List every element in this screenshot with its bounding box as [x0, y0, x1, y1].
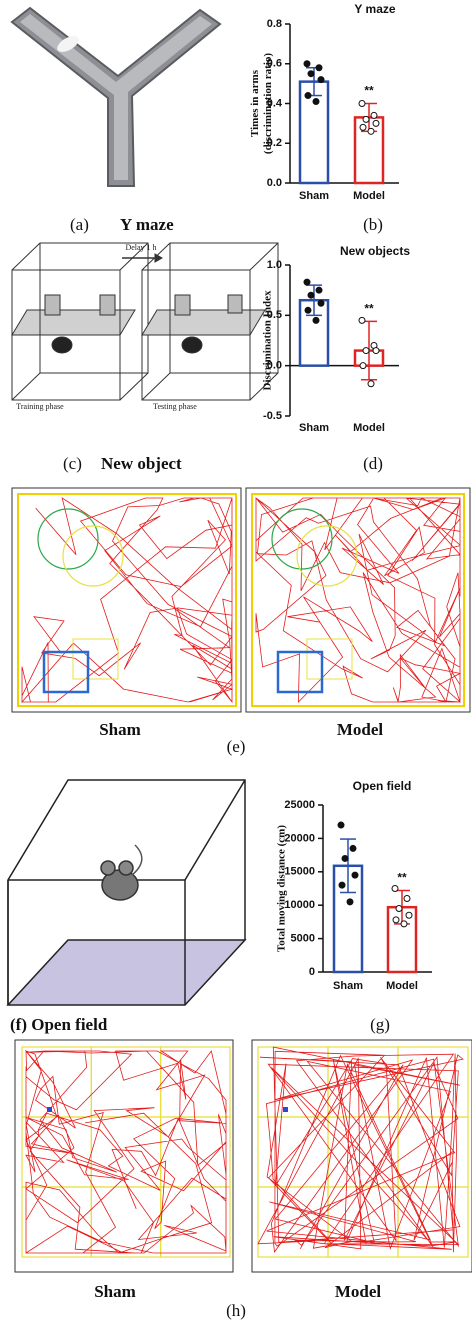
- significance: **: [364, 302, 374, 316]
- y-tick-label: 0: [309, 966, 315, 978]
- y-axis-label: Discrimination Index: [262, 290, 274, 390]
- x-tick-label: Sham: [333, 980, 363, 992]
- group-label: Sham: [99, 720, 141, 739]
- panel-label: (g): [370, 1015, 390, 1034]
- data-point: [363, 348, 369, 354]
- chart-title: New objects: [340, 244, 410, 258]
- data-point: [308, 292, 314, 298]
- data-point: [339, 882, 345, 888]
- data-point: [318, 77, 324, 83]
- y-tick-label: 0.0: [267, 360, 282, 372]
- data-point: [308, 71, 314, 77]
- x-tick-label: Sham: [299, 422, 329, 434]
- data-point: [373, 120, 379, 126]
- data-point: [363, 116, 369, 122]
- data-point: [338, 822, 344, 828]
- panel-title: Y maze: [120, 215, 174, 234]
- new-object-diagram: [12, 243, 278, 400]
- marker: [283, 1107, 288, 1112]
- data-point: [342, 855, 348, 861]
- open-field-diagram: [8, 780, 245, 1005]
- track-frame: [12, 488, 241, 712]
- track-frame: [15, 1040, 233, 1272]
- data-point: [368, 381, 374, 387]
- panel-label: (f) Open field: [10, 1015, 108, 1034]
- panel-label: (b): [363, 215, 383, 234]
- group-label: Model: [337, 720, 384, 739]
- data-point: [313, 317, 319, 323]
- panel-label: (h): [226, 1301, 246, 1320]
- data-point: [368, 128, 374, 134]
- group-label: Sham: [94, 1282, 136, 1301]
- y-tick-label: 0.8: [267, 18, 282, 30]
- data-point: [350, 845, 356, 851]
- phase-label: Training phase: [16, 402, 64, 411]
- y-tick-label: 10000: [284, 899, 315, 911]
- data-point: [316, 65, 322, 71]
- panel-label: (a): [70, 215, 89, 234]
- chart-title: Y maze: [354, 2, 395, 16]
- data-point: [304, 279, 310, 285]
- chart-title: Open field: [353, 779, 412, 793]
- y-tick-label: 1.0: [267, 259, 282, 271]
- x-tick-label: Sham: [299, 190, 329, 202]
- panel-label: (c): [63, 454, 82, 473]
- phase-label: Testing phase: [153, 402, 197, 411]
- y-maze-photo: [12, 8, 220, 186]
- panel-label: (d): [363, 454, 383, 473]
- delay-label: Delay 1 h: [125, 243, 156, 252]
- y-tick-label: 0.5: [267, 309, 282, 321]
- data-point: [305, 93, 311, 99]
- y-tick-label: 0.6: [267, 58, 282, 70]
- x-tick-label: Model: [353, 422, 385, 434]
- data-point: [393, 917, 399, 923]
- figure: (a) Y maze (b) Delay 1 h Training phase …: [0, 0, 472, 1325]
- data-point: [392, 886, 398, 892]
- data-point: [371, 112, 377, 118]
- panel-label: (e): [227, 737, 246, 756]
- x-tick-label: Model: [386, 980, 418, 992]
- y-tick-label: 15000: [284, 866, 315, 878]
- data-point: [359, 317, 365, 323]
- data-point: [318, 300, 324, 306]
- data-point: [305, 307, 311, 313]
- y-tick-label: 20000: [284, 832, 315, 844]
- marker: [47, 1107, 52, 1112]
- group-label: Model: [335, 1282, 382, 1301]
- data-point: [360, 124, 366, 130]
- y-tick-label: -0.5: [263, 410, 282, 422]
- y-axis-label: Times in arms: [249, 69, 261, 137]
- bar: [300, 82, 328, 183]
- data-point: [360, 363, 366, 369]
- x-tick-label: Model: [353, 190, 385, 202]
- data-point: [373, 348, 379, 354]
- y-tick-label: 25000: [284, 799, 315, 811]
- y-tick-label: 0.0: [267, 177, 282, 189]
- y-tick-label: 5000: [291, 933, 315, 945]
- data-point: [347, 899, 353, 905]
- data-point: [396, 906, 402, 912]
- y-tick-label: 0.2: [267, 137, 282, 149]
- data-point: [404, 896, 410, 902]
- data-point: [359, 101, 365, 107]
- track-frame: [246, 488, 470, 712]
- panel-title: New object: [101, 454, 182, 473]
- y-tick-label: 0.4: [267, 97, 283, 109]
- data-point: [313, 99, 319, 105]
- data-point: [304, 61, 310, 67]
- data-point: [406, 912, 412, 918]
- significance: **: [364, 84, 374, 98]
- significance: **: [397, 871, 407, 885]
- data-point: [352, 872, 358, 878]
- data-point: [316, 287, 322, 293]
- data-point: [401, 921, 407, 927]
